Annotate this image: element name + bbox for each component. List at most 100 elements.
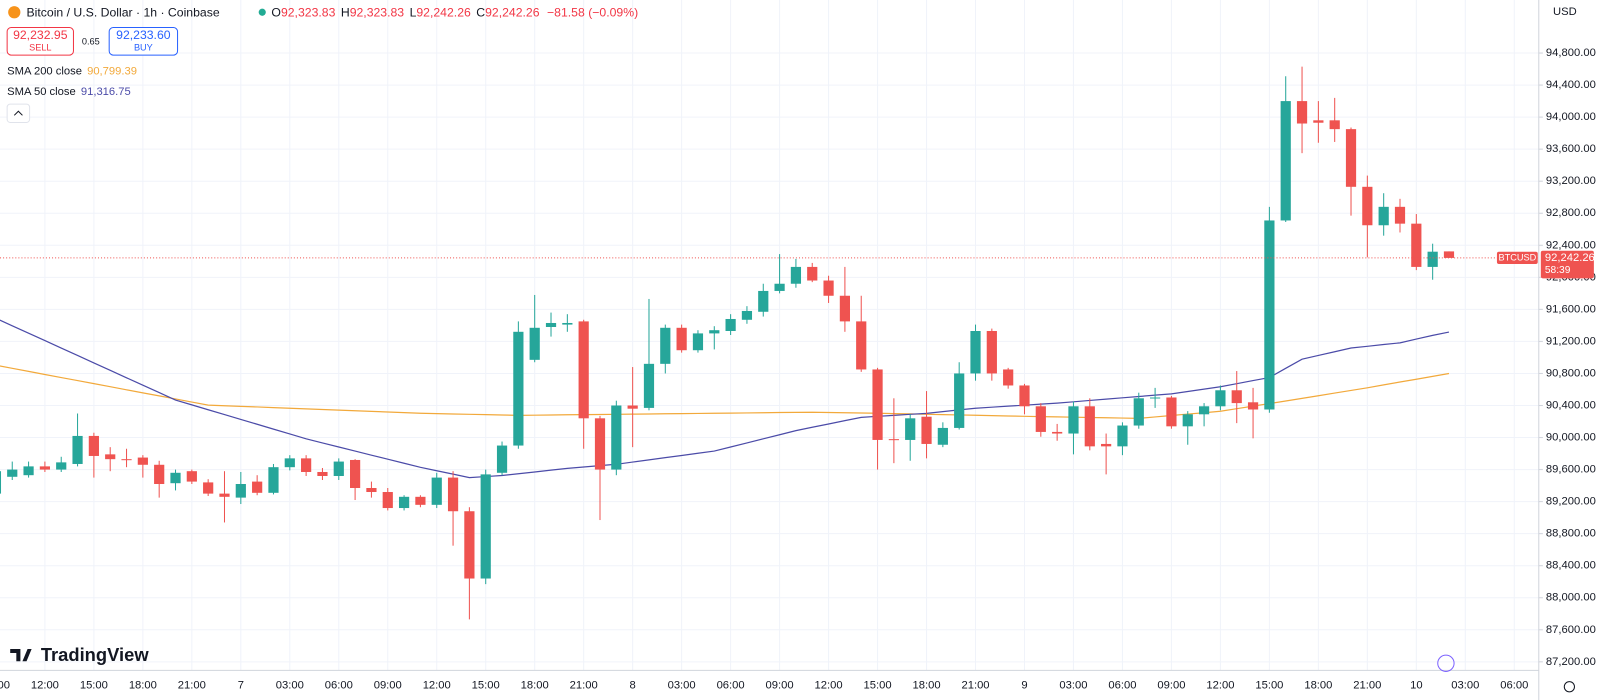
buy-label: BUY	[134, 42, 153, 52]
legend-value: 91,316.75	[81, 86, 131, 98]
ohlc-label: L	[410, 5, 417, 19]
y-tick-label: 88,400.00	[1546, 560, 1596, 572]
candle-body	[1035, 406, 1046, 432]
x-tick-label: 09:00	[374, 680, 402, 692]
candle-body	[105, 454, 116, 460]
x-tick-label: 12:00	[31, 680, 59, 692]
candle-body	[415, 496, 426, 505]
x-tick-label: 18:00	[521, 680, 549, 692]
candle-body	[643, 363, 655, 408]
y-tick-label: 88,800.00	[1546, 528, 1596, 540]
sell-button[interactable]	[6, 27, 74, 56]
x-tick-label: 10	[1410, 680, 1422, 692]
x-tick-label: 12:00	[815, 680, 843, 692]
candle-body	[1313, 120, 1324, 123]
legend-value: 90,799.39	[87, 65, 137, 77]
x-tick-label: 21:00	[570, 680, 598, 692]
candle-body	[7, 469, 18, 477]
y-tick-label: 93,600.00	[1546, 143, 1596, 155]
candle-body	[627, 405, 638, 409]
candle-body	[1329, 120, 1340, 130]
legend-name: SMA 200 close	[7, 65, 82, 77]
candle-body	[1280, 101, 1291, 221]
symbol-tag	[1496, 251, 1538, 265]
candle-body	[807, 266, 818, 281]
ohlc-value: 92,323.83	[350, 5, 405, 19]
ohlc-value: 92,242.26	[416, 5, 471, 19]
market-status[interactable]	[258, 8, 266, 16]
axes: 87,200.00 87,600.00 88,000.00 88,400.00 88,8…	[0, 47, 1596, 692]
ohlc-label: H	[341, 5, 350, 19]
grid	[0, 0, 1539, 671]
candle-body	[856, 321, 867, 370]
candle-body	[937, 427, 948, 445]
candle-body	[676, 327, 687, 351]
currency[interactable]: USD	[1553, 6, 1577, 18]
legend-sma200[interactable]: SMA 200 close 90,799.39	[7, 65, 137, 77]
y-tick-label: 94,000.00	[1546, 111, 1596, 123]
ohlc-label: C	[476, 5, 485, 19]
y-tick-label: 89,200.00	[1546, 496, 1596, 508]
x-tick-label: 18:00	[912, 680, 940, 692]
candle-body	[170, 472, 181, 484]
candle-body	[1198, 406, 1210, 415]
candle-body	[431, 477, 442, 505]
plot	[0, 66, 1539, 620]
candle-body	[1150, 397, 1161, 399]
candle-body	[872, 369, 883, 440]
x-tick-label: 09:00	[766, 680, 794, 692]
logo-icon	[10, 648, 32, 662]
candle-body	[186, 471, 197, 482]
candle-body	[709, 330, 720, 334]
candle-body	[56, 462, 67, 470]
x-tick-label: 15:00	[472, 680, 500, 692]
candle-body	[137, 457, 148, 465]
candle-body	[1296, 101, 1308, 124]
candle-body	[301, 458, 312, 472]
sell-label: SELL	[29, 42, 51, 52]
x-tick-label: 06:00	[1108, 680, 1136, 692]
x-tick-label: 03:00	[668, 680, 696, 692]
candle-body	[741, 310, 753, 320]
x-tick-label: 09:00	[1157, 680, 1185, 692]
price-tag-value: 92,242.26	[1545, 252, 1595, 264]
symbol-tag-label: BTCUSD	[1498, 252, 1536, 262]
sell-price: 92,232.95	[13, 28, 68, 42]
candle-body	[350, 459, 361, 489]
candle-body	[660, 327, 671, 364]
assistant-icon[interactable]	[1437, 654, 1455, 672]
x-tick-label: 15:00	[80, 680, 108, 692]
collapse-button[interactable]	[6, 103, 31, 123]
candle-body	[154, 464, 165, 485]
candle-body	[758, 290, 769, 312]
candle-body	[88, 435, 99, 456]
candle-body	[398, 496, 410, 509]
candle-body	[333, 461, 344, 476]
candle-body	[725, 318, 736, 331]
candle-body	[252, 481, 263, 493]
candle-body	[1345, 129, 1357, 187]
logo-text[interactable]: TradingView	[41, 644, 150, 665]
candle-body	[888, 439, 899, 441]
candle-body	[1133, 398, 1144, 426]
y-tick-label: 92,800.00	[1546, 207, 1596, 219]
candle-body	[562, 322, 573, 325]
spread: 0.65	[82, 36, 100, 46]
candle-body	[72, 435, 83, 464]
collapse-icon	[13, 110, 23, 116]
legend-name: SMA 50 close	[7, 86, 76, 98]
candle-body	[1264, 220, 1275, 410]
settings-icon[interactable]	[1563, 681, 1576, 693]
x-tick-label: 03:00	[1059, 680, 1087, 692]
x-tick-label: 06:00	[717, 680, 745, 692]
legend-sma50[interactable]: SMA 50 close 91,316.75	[7, 86, 131, 98]
candle-body	[1443, 251, 1455, 258]
buy-button[interactable]	[108, 27, 179, 56]
symbol-title[interactable]: Bitcoin / U.S. Dollar · 1h · Coinbase	[27, 5, 220, 19]
candle-body	[905, 418, 916, 440]
ohlc-values: O92,323.83 H92,323.83 L92,242.26 C92,242…	[271, 5, 638, 19]
candle-body	[774, 283, 785, 291]
y-tick-label: 93,200.00	[1546, 175, 1596, 187]
